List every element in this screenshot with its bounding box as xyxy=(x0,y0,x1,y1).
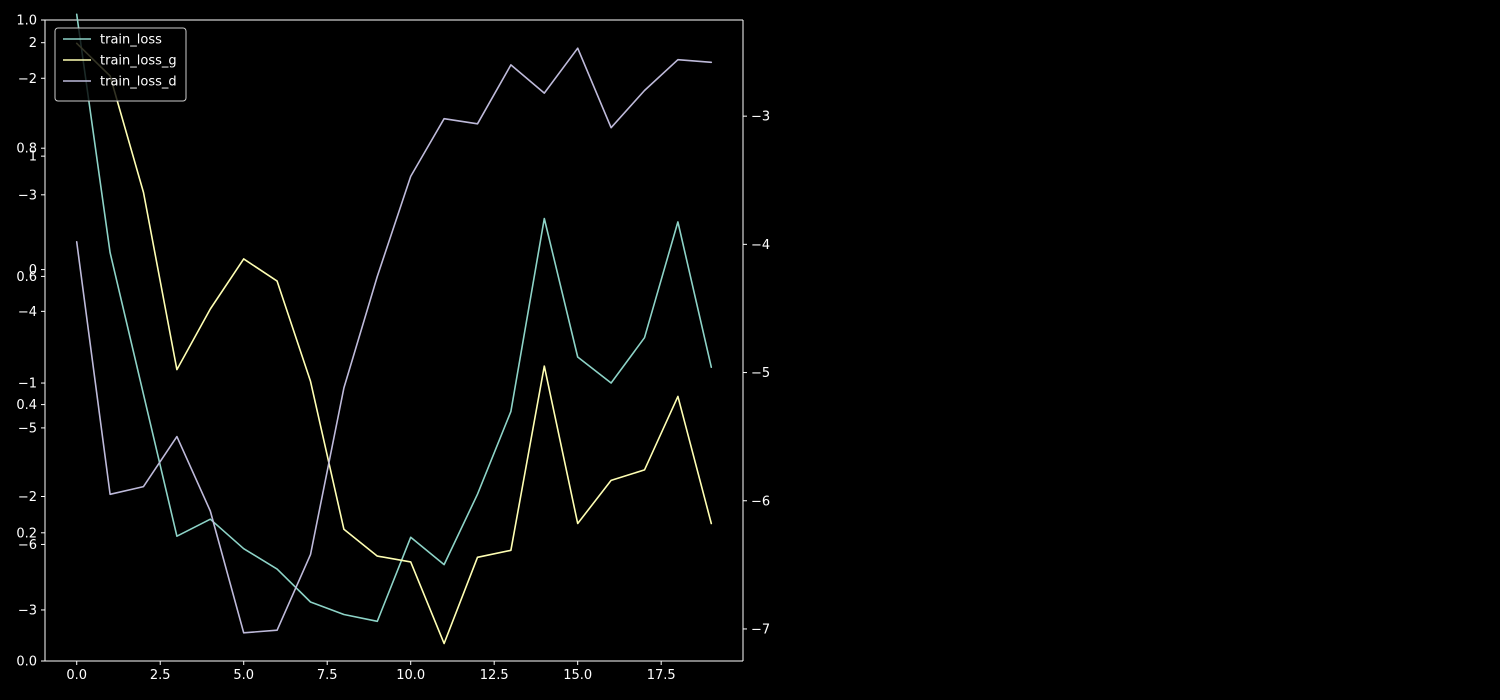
outer-y-tick-label: 0.4 xyxy=(16,398,37,413)
outer-y-tick-label: 0.8 xyxy=(16,142,37,157)
inner-y-tick-label: −4 xyxy=(18,305,37,320)
x-tick-label: 15.0 xyxy=(563,668,592,683)
outer-y-tick-label: 1.0 xyxy=(16,14,37,29)
right-y-tick-label: −6 xyxy=(751,494,770,509)
inner-y-tick-label: −5 xyxy=(18,421,37,436)
legend-label: train_loss xyxy=(100,33,162,48)
series-line-train-loss xyxy=(75,13,713,623)
inner-y-tick-label: −3 xyxy=(18,188,37,203)
x-tick-label: 10.0 xyxy=(396,668,425,683)
series-line-train-loss-d xyxy=(75,47,713,634)
series-line-train-loss-g xyxy=(75,42,713,645)
plot-area xyxy=(75,13,713,645)
right-y-tick-label: −4 xyxy=(751,238,770,253)
x-tick-label: 17.5 xyxy=(647,668,676,683)
outer-y-tick-label: 0.0 xyxy=(16,655,37,670)
inner-y-tick-label: 0 xyxy=(29,263,37,278)
outer-y-tick-label: 0.6 xyxy=(16,270,37,285)
outer-y-tick-label: 0.2 xyxy=(16,526,37,541)
inner-y-tick-label: −6 xyxy=(18,538,37,553)
inner-y-tick-label: 1 xyxy=(29,150,37,165)
right-y-tick-label: −3 xyxy=(751,110,770,125)
x-tick-label: 12.5 xyxy=(480,668,509,683)
right-y-tick-label: −7 xyxy=(751,622,770,637)
x-tick-label: 7.5 xyxy=(317,668,338,683)
inner-y-tick-label: 2 xyxy=(29,36,37,51)
legend-label: train_loss_d xyxy=(100,75,177,90)
inner-y-tick-label: −3 xyxy=(18,603,37,618)
inner-y-tick-label: −2 xyxy=(18,72,37,87)
inner-y-tick-label: −2 xyxy=(18,490,37,505)
legend: train_loss train_loss_g train_loss_d xyxy=(54,27,187,102)
axes: 0.0 2.5 5.0 7.5 10.0 12.5 15.0 17.5 0.0 0.2 0.4 0.6… xyxy=(16,14,770,684)
x-tick-label: 2.5 xyxy=(150,668,171,683)
x-tick-label: 5.0 xyxy=(233,668,254,683)
x-tick-label: 0.0 xyxy=(66,668,87,683)
inner-y-tick-label: −1 xyxy=(18,377,37,392)
legend-box xyxy=(54,27,187,102)
right-y-tick-label: −5 xyxy=(751,366,770,381)
legend-label: train_loss_g xyxy=(100,54,177,69)
